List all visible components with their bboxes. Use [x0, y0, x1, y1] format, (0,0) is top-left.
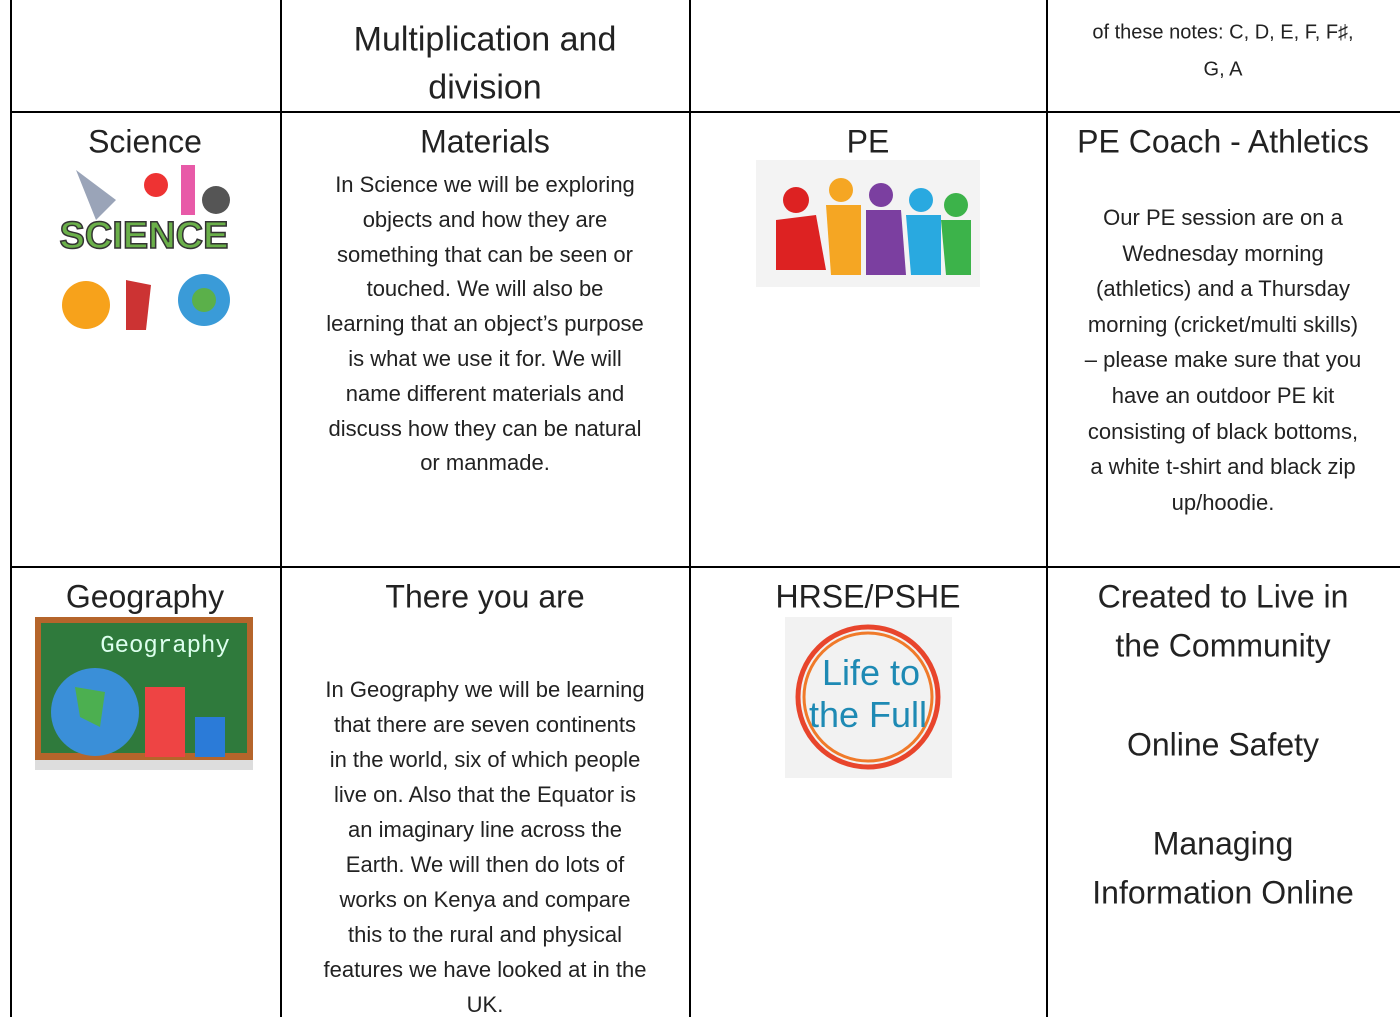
topic-heading: Online Safety — [1126, 726, 1320, 763]
cell-text: up/hoodie. — [1171, 489, 1275, 515]
subject-heading: Geography — [65, 578, 225, 615]
hrse-image: Life to the Full — [785, 617, 952, 778]
image-text: Life to — [822, 652, 920, 693]
cell-text: live on. Also that the Equator is — [333, 782, 637, 807]
cell-text: discuss how they can be natural — [328, 415, 642, 441]
table-border — [10, 566, 1400, 568]
topic-heading: division — [428, 68, 542, 107]
cell-text: In Geography we will be learning — [325, 677, 645, 702]
cell-text: features we have looked at in the — [323, 957, 647, 982]
topic-heading: Created to Live in — [1097, 578, 1349, 615]
pe-image — [756, 160, 980, 287]
table-border — [10, 111, 1400, 113]
cell-text: Earth. We will then do lots of — [345, 852, 625, 877]
topic-heading: There you are — [385, 578, 585, 615]
cell-text: this to the rural and physical — [348, 922, 622, 947]
cell-text: an imaginary line across the — [348, 817, 622, 842]
topic-heading: Managing — [1152, 825, 1294, 862]
cell-text: a white t-shirt and black zip — [1090, 454, 1356, 480]
image-text: SCIENCE — [60, 215, 229, 257]
cell-text: Our PE session are on a — [1103, 205, 1343, 230]
cell-text: Wednesday morning — [1122, 240, 1324, 266]
cell-text: works on Kenya and compare — [339, 887, 631, 912]
cell-text: (athletics) and a Thursday — [1096, 276, 1350, 302]
geography-image: Geography — [35, 617, 253, 770]
cell-text: In Science we will be exploring — [335, 172, 635, 197]
cell-text: touched. We will also be — [366, 276, 604, 302]
cell-text: morning (cricket/multi skills) — [1087, 311, 1359, 337]
cell-text: name different materials and — [345, 380, 625, 406]
image-text: the Full — [809, 694, 927, 735]
subject-heading: PE — [846, 123, 890, 160]
image-text: Geography — [100, 633, 230, 660]
cell-text: UK. — [466, 992, 504, 1017]
cell-text: objects and how they are — [362, 206, 608, 232]
cell-text: or manmade. — [420, 450, 550, 476]
subject-heading: Science — [88, 123, 202, 160]
table-border — [1046, 0, 1048, 1017]
cell-text: G, A — [1203, 58, 1243, 81]
science-image: SCIENCE — [56, 160, 232, 338]
topic-heading: PE Coach - Athletics — [1077, 123, 1369, 160]
cell-text: learning that an object’s purpose — [326, 311, 644, 337]
table-border — [10, 0, 12, 1017]
table-border — [280, 0, 282, 1017]
table-border — [689, 0, 691, 1017]
cell-text: consisting of black bottoms, — [1087, 418, 1359, 444]
cell-text: something that can be seen or — [337, 241, 633, 267]
topic-heading: the Community — [1115, 627, 1331, 664]
cell-text: in the world, six of which people — [329, 747, 641, 772]
cell-text: have an outdoor PE kit — [1111, 383, 1335, 408]
topic-heading: Multiplication and — [353, 20, 617, 59]
cell-text: is what we use it for. We will — [348, 346, 622, 371]
subject-heading: HRSE/PSHE — [775, 578, 961, 615]
cell-text: that there are seven continents — [333, 712, 637, 737]
cell-text: of these notes: C, D, E, F, F♯, — [1092, 21, 1354, 44]
topic-heading: Information Online — [1092, 874, 1354, 911]
cell-text: – please make sure that you — [1084, 347, 1362, 373]
topic-heading: Materials — [420, 123, 550, 160]
